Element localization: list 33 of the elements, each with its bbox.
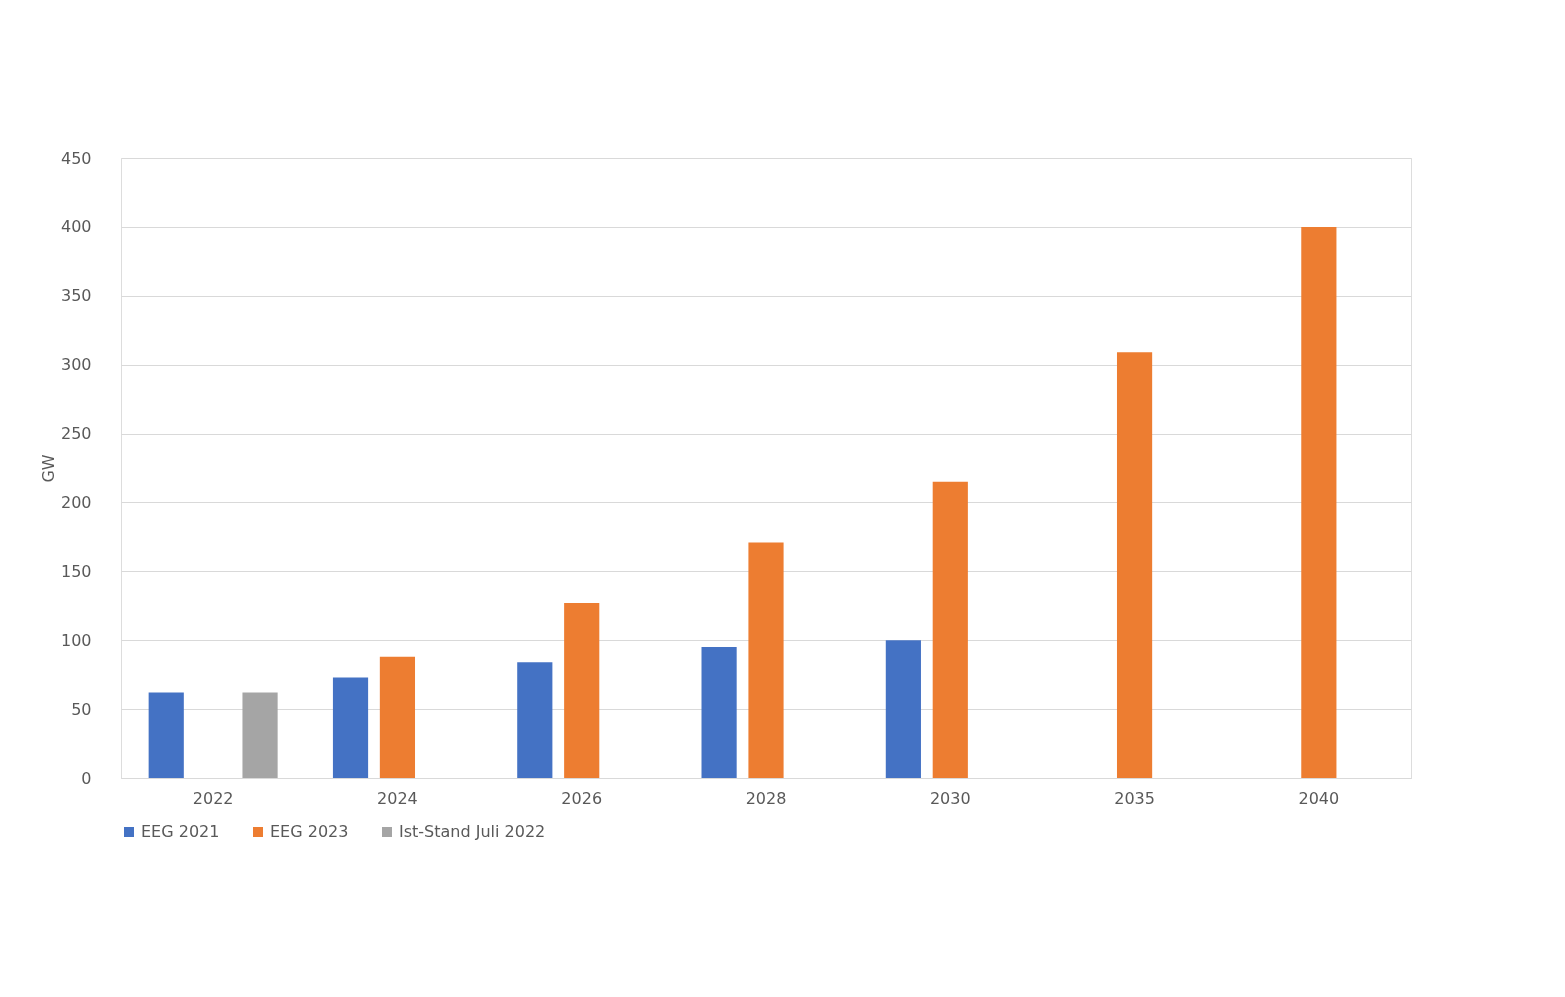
bar xyxy=(379,656,416,778)
y-tick-label: 400 xyxy=(60,217,92,237)
y-tick-label: 0 xyxy=(81,768,92,788)
bar xyxy=(1301,226,1337,778)
legend-label: EEG 2021 xyxy=(141,822,220,841)
bar xyxy=(701,647,737,778)
x-tick-label: 2022 xyxy=(192,788,234,808)
x-tick-label: 2040 xyxy=(1298,788,1340,808)
bar xyxy=(564,603,600,778)
bar xyxy=(517,662,553,778)
y-tick-label: 100 xyxy=(60,630,92,650)
legend-label: EEG 2023 xyxy=(270,822,349,841)
bar xyxy=(932,481,968,778)
x-tick-label: 2024 xyxy=(377,788,418,808)
y-tick-label: 350 xyxy=(60,286,92,306)
x-tick-label: 2030 xyxy=(929,788,971,808)
y-tick-label: 200 xyxy=(60,492,92,512)
bar xyxy=(332,677,369,778)
legend-label: Ist-Stand Juli 2022 xyxy=(399,822,546,841)
x-tick-label: 2026 xyxy=(561,788,603,808)
x-tick-label: 2028 xyxy=(745,788,787,808)
y-tick-label: 150 xyxy=(60,561,92,581)
bar xyxy=(148,692,184,778)
y-tick-label: 50 xyxy=(71,699,92,719)
y-tick-label: 250 xyxy=(60,424,92,444)
x-tick-label: 2035 xyxy=(1114,788,1155,808)
bar xyxy=(242,692,278,778)
bar xyxy=(1116,352,1153,778)
bar xyxy=(885,640,921,778)
y-tick-label: 300 xyxy=(60,355,92,375)
bar xyxy=(748,542,784,778)
y-axis-title: GW xyxy=(38,454,58,483)
y-tick-label: 450 xyxy=(60,148,92,168)
